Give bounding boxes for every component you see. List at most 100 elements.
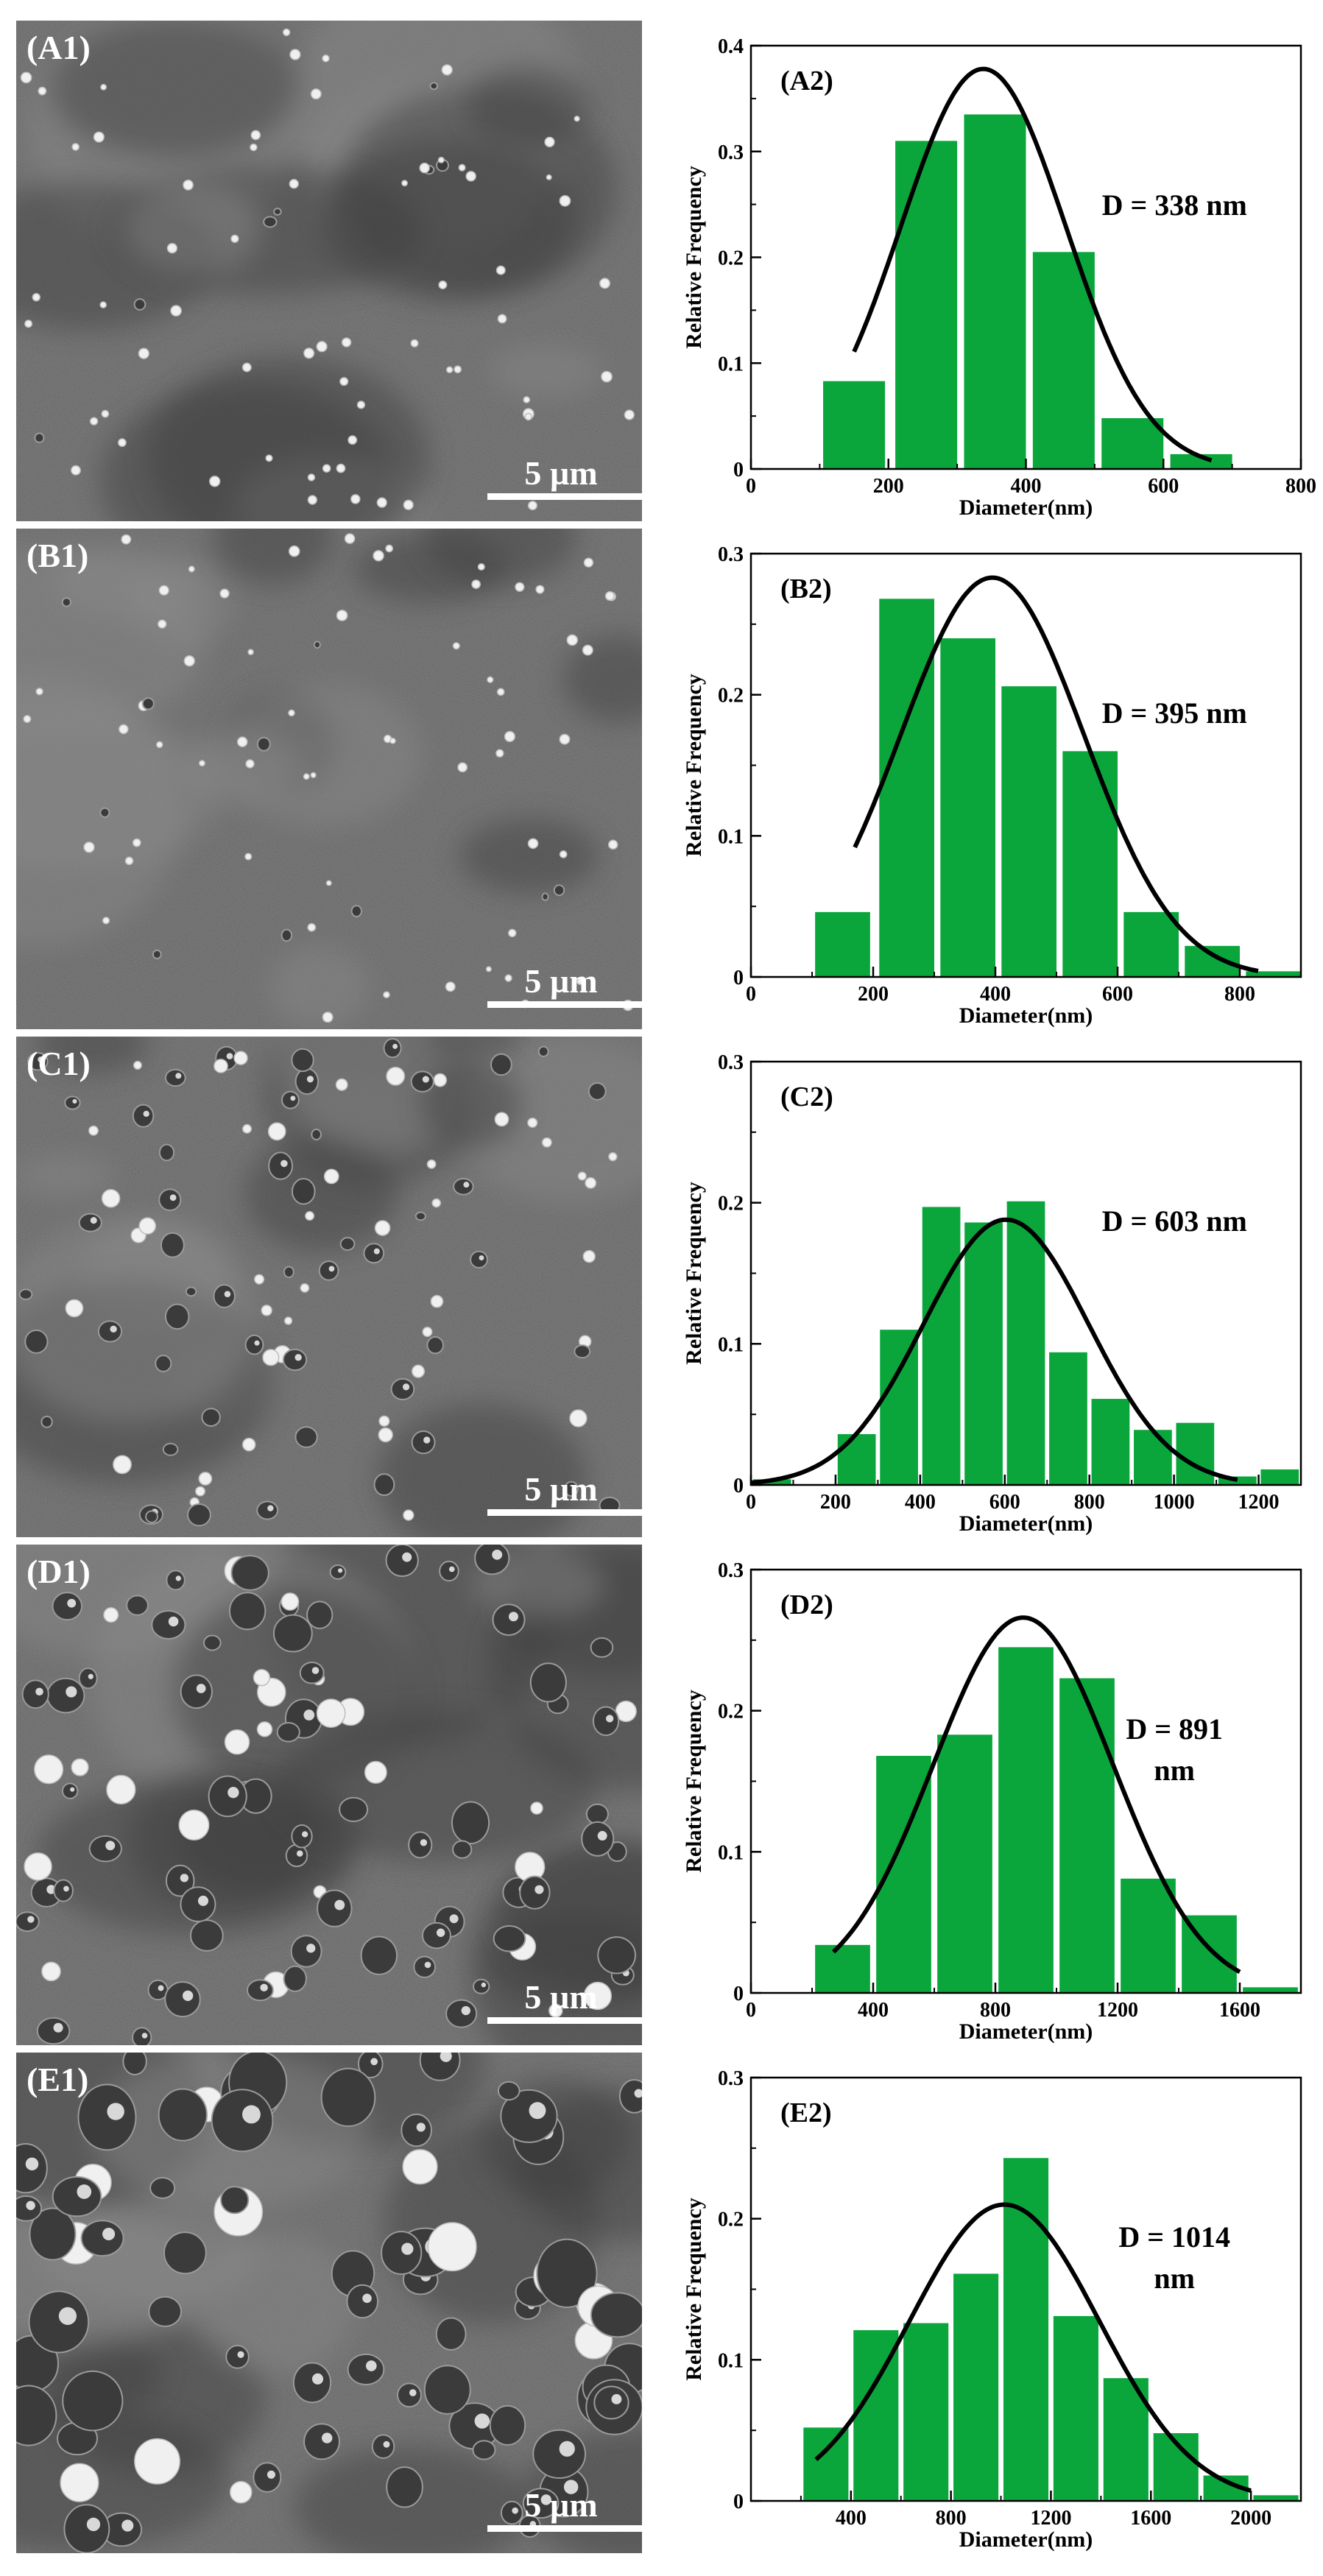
histogram-bar [880, 1330, 918, 1485]
particle [183, 179, 194, 191]
particle [311, 2373, 324, 2385]
histogram-chart: 0 200 400 600 800 0 0.1 0.2 0.3 Diameter(nm) Relat… [682, 543, 1302, 1028]
y-axis-title: Relative Frequency [682, 166, 706, 349]
y-tick-label: 0.4 [718, 35, 744, 58]
sem-image: (E1) 5 µm [16, 2053, 642, 2553]
pore [40, 1415, 53, 1428]
particle [541, 1137, 552, 1148]
pore [61, 597, 72, 607]
pore [268, 1151, 294, 1180]
particle [66, 1686, 77, 1698]
particle [601, 370, 613, 383]
surface-ridge [459, 818, 599, 894]
particle [535, 585, 545, 594]
particle [133, 1060, 142, 1070]
particle [170, 305, 182, 317]
pore [282, 1348, 308, 1372]
pore [211, 2089, 274, 2153]
y-axis-title: Relative Frequency [682, 1182, 706, 1365]
particle [233, 1051, 248, 1065]
x-tick-label: 1200 [1030, 2507, 1071, 2530]
y-tick-label: 0.2 [718, 2209, 744, 2231]
scale-bar [487, 1001, 642, 1008]
pore [541, 892, 549, 901]
x-axis-title: Diameter(nm) [959, 1511, 1093, 1536]
pore [553, 884, 565, 897]
particle [281, 1592, 300, 1611]
particle [307, 495, 317, 505]
particle [188, 565, 195, 573]
particle [245, 759, 255, 769]
particle [606, 1715, 614, 1723]
particle [386, 1066, 406, 1086]
surface-ridge [294, 2446, 530, 2553]
pore [410, 1070, 434, 1093]
particle [303, 347, 315, 359]
x-axis-title: Diameter(nm) [959, 1003, 1093, 1028]
surface-ridge [16, 674, 184, 947]
histogram-bar [823, 381, 886, 469]
particle [566, 634, 579, 646]
particle [119, 724, 129, 735]
particle [322, 54, 330, 63]
particle [423, 1436, 431, 1444]
sem-panel-label: (B1) [27, 537, 88, 574]
particle [307, 473, 316, 481]
particle [341, 337, 352, 347]
particle [53, 2022, 63, 2033]
particle [34, 1754, 64, 1785]
pore [256, 1500, 279, 1520]
particle [35, 688, 43, 696]
particle [88, 1673, 94, 1679]
particle [383, 2441, 390, 2448]
particle [175, 1073, 182, 1079]
particle [524, 412, 532, 421]
particle [158, 619, 167, 629]
particle [599, 278, 611, 289]
pore [497, 2081, 521, 2101]
particle [383, 991, 390, 999]
histogram-bar [895, 141, 958, 469]
particle [143, 1110, 149, 1118]
x-tick-label: 0 [746, 1999, 756, 2022]
scale-bar [487, 493, 642, 500]
x-tick-label: 400 [905, 1491, 936, 1514]
histogram-bar [1062, 751, 1118, 977]
particle [385, 544, 394, 553]
particle [402, 1383, 410, 1391]
particle [507, 928, 517, 938]
pore [451, 1801, 490, 1845]
y-tick-label: 0 [733, 967, 744, 989]
surface-ridge [488, 345, 604, 398]
surface-ridge [466, 68, 593, 147]
particle [296, 1850, 303, 1857]
particle [374, 1220, 391, 1236]
histogram-bar [1053, 2315, 1098, 2501]
particle [89, 417, 99, 426]
particle [302, 1831, 308, 1838]
particle [71, 1758, 89, 1776]
pore [18, 1288, 33, 1300]
particle [214, 1059, 228, 1073]
particle [523, 396, 531, 403]
y-axis-title: Relative Frequency [682, 2198, 706, 2381]
particle [378, 1427, 393, 1443]
pore [126, 1595, 149, 1616]
chart-panel-label: (A2) [780, 66, 833, 96]
particle [236, 736, 248, 748]
particle [449, 1914, 459, 1924]
x-tick-label: 200 [820, 1491, 851, 1514]
histogram-bar [1049, 1352, 1087, 1485]
y-tick-label: 0.1 [718, 353, 744, 375]
particle [178, 1810, 210, 1841]
chart-panel-label: (D2) [780, 1589, 833, 1620]
sem-image: (C1) 5 µm [16, 1037, 642, 1537]
pore [163, 2231, 207, 2275]
x-tick-label: 800 [1224, 983, 1255, 1006]
particle [325, 880, 332, 886]
pore [470, 1250, 488, 1268]
particle [241, 1123, 253, 1134]
particle [365, 2360, 377, 2371]
pore [397, 2382, 422, 2408]
pore [36, 2016, 71, 2045]
